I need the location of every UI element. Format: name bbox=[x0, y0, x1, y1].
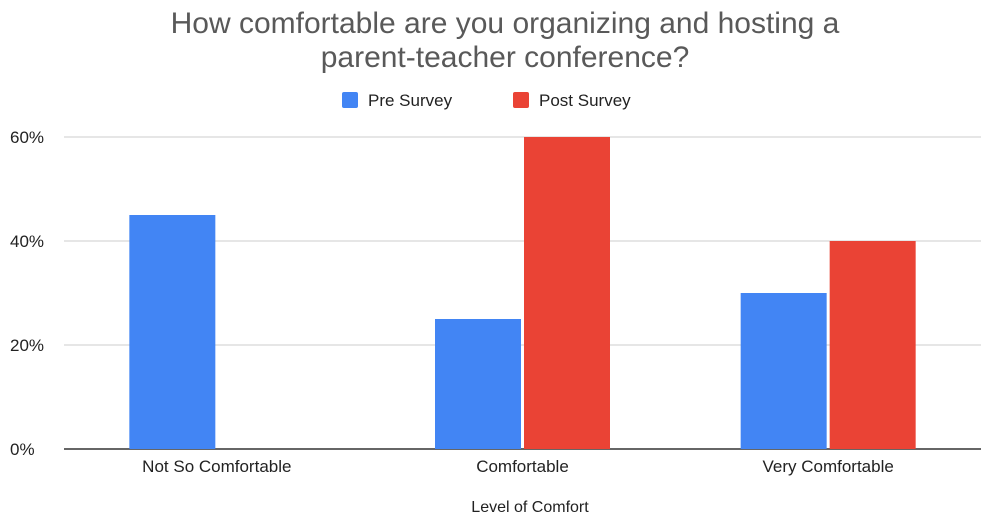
x-axis-title: Level of Comfort bbox=[471, 499, 589, 516]
bar-pre-survey bbox=[741, 293, 827, 449]
y-tick-label: 0% bbox=[10, 440, 35, 459]
legend-label-pre-survey: Pre Survey bbox=[368, 91, 453, 110]
x-tick-label: Comfortable bbox=[476, 457, 569, 476]
chart-title: How comfortable are you organizing and h… bbox=[171, 7, 840, 74]
bar-pre-survey bbox=[435, 319, 521, 449]
legend-label-post-survey: Post Survey bbox=[539, 91, 631, 110]
y-axis-ticks: 0% 20% 40% 60% bbox=[10, 128, 44, 459]
legend-swatch-pre-survey bbox=[342, 92, 358, 108]
legend: Pre Survey Post Survey bbox=[342, 91, 631, 110]
x-tick-label: Very Comfortable bbox=[762, 457, 893, 476]
y-tick-label: 40% bbox=[10, 232, 44, 251]
bar-post-survey bbox=[524, 137, 610, 449]
bar-post-survey bbox=[830, 241, 916, 449]
x-axis-ticks: Not So Comfortable Comfortable Very Comfor… bbox=[142, 457, 894, 476]
chart-title-line-2: parent-teacher conference? bbox=[321, 41, 690, 74]
chart-title-line-1: How comfortable are you organizing and h… bbox=[171, 7, 840, 40]
bars bbox=[129, 137, 915, 449]
x-tick-label: Not So Comfortable bbox=[142, 457, 291, 476]
bar-pre-survey bbox=[129, 215, 215, 449]
y-tick-label: 20% bbox=[10, 336, 44, 355]
y-tick-label: 60% bbox=[10, 128, 44, 147]
legend-swatch-post-survey bbox=[513, 92, 529, 108]
